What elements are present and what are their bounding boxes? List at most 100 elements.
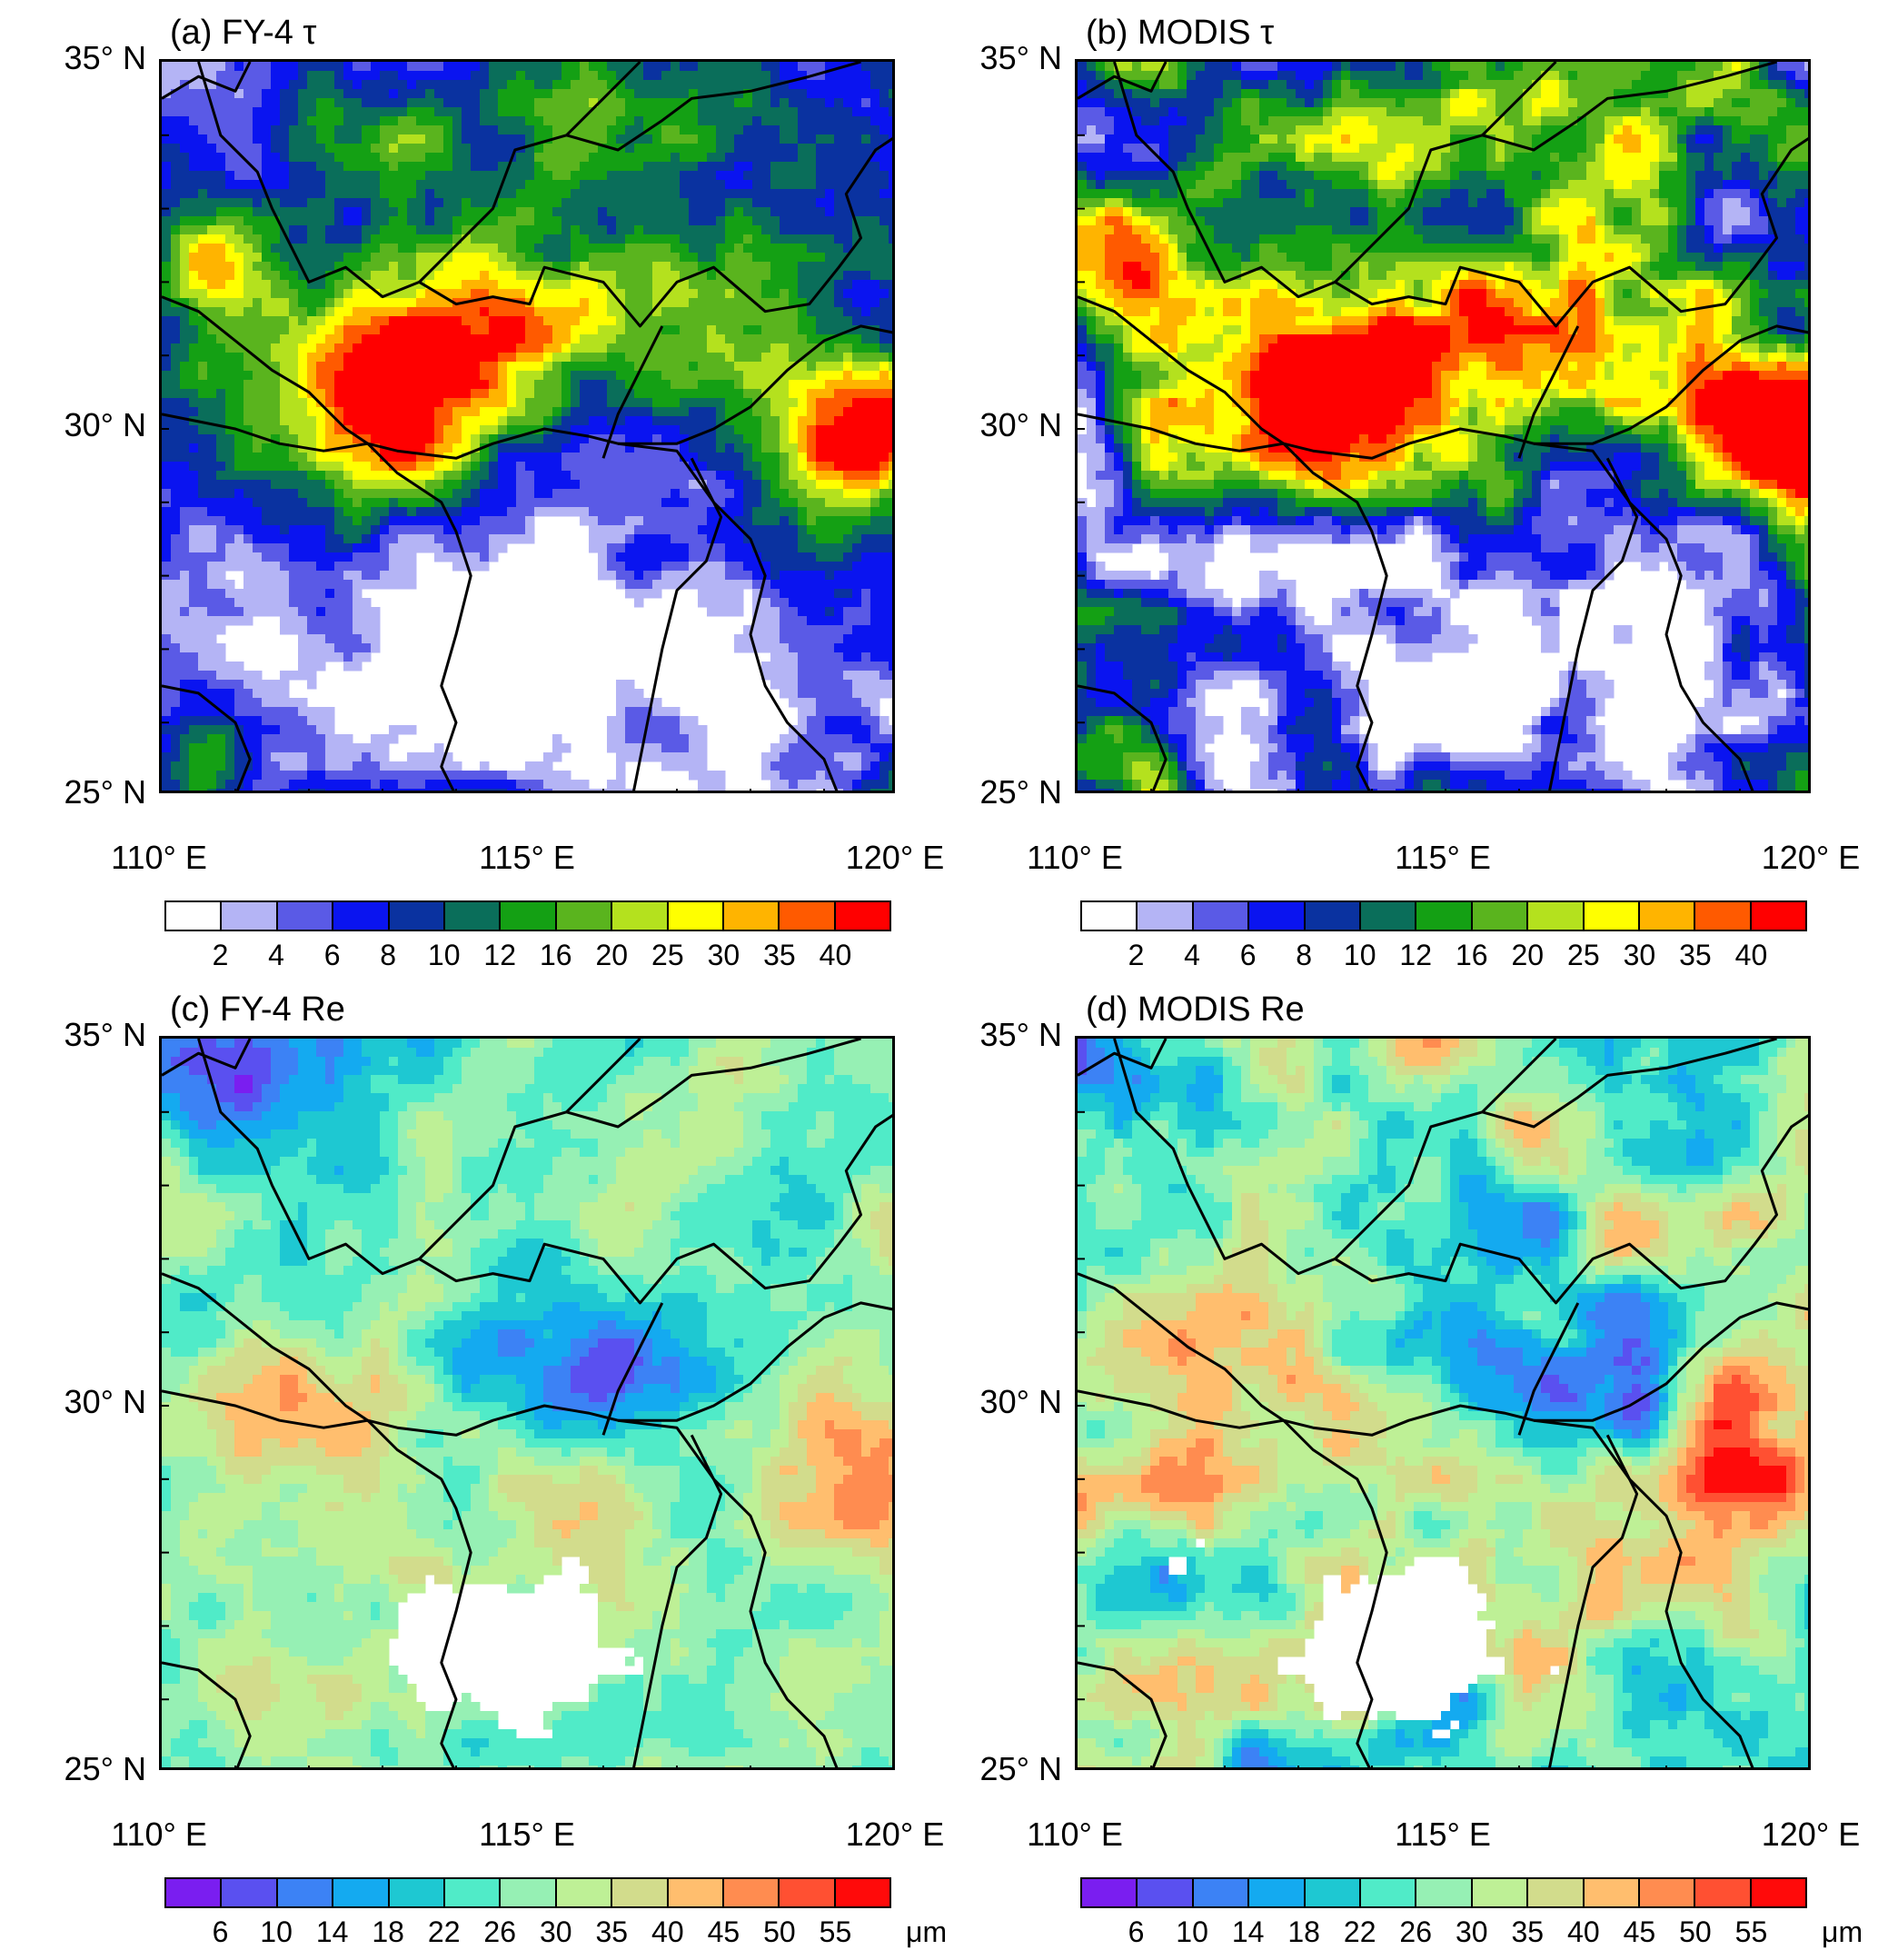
colorbar-box [1639, 902, 1696, 930]
lat-label-25n: 25° N [65, 773, 146, 811]
colorbar-box [780, 902, 836, 930]
colorbar-box [1193, 1879, 1250, 1906]
colorbar-tick-label: 8 [380, 939, 396, 972]
lon-label-120e: 120° E [1762, 839, 1860, 877]
province-boundary [1548, 457, 1639, 791]
colorbar-tick-label: 10 [260, 1915, 293, 1949]
colorbar-unit: μm [1822, 1915, 1863, 1949]
lat-label-25n: 25° N [65, 1750, 146, 1788]
colorbar-box [1751, 902, 1806, 930]
lon-label-120e: 120° E [1762, 1816, 1860, 1854]
colorbar-box [277, 1879, 334, 1906]
colorbar-box [1360, 1879, 1417, 1906]
colorbar-tick-label: 26 [1399, 1915, 1432, 1949]
colorbar-box [723, 1879, 780, 1906]
province-boundary [1078, 1272, 1754, 1767]
lat-label-30n: 30° N [65, 406, 146, 444]
province-boundary [1517, 1302, 1580, 1436]
colorbar-tick-label: 40 [820, 939, 852, 972]
province-boundary [1078, 413, 1388, 791]
lat-label-30n: 30° N [65, 1383, 146, 1421]
colorbar-tick-label: 35 [763, 939, 796, 972]
colorbar-unit: μm [906, 1915, 947, 1949]
colorbar-tick-label: 22 [428, 1915, 461, 1949]
panel-b: (b) MODIS τ 35° N 30° N 25° N 110° E 115… [0, 0, 1878, 971]
colorbar-tick-label: 30 [708, 939, 740, 972]
lon-label-110e: 110° E [1027, 1816, 1123, 1854]
colorbar-tick-label: 10 [428, 939, 461, 972]
colorbar-tick-label: 14 [316, 1915, 349, 1949]
colorbar-tick-label: 35 [596, 1915, 629, 1949]
colorbar-box [333, 1879, 390, 1906]
colorbar-tick-label: 18 [372, 1915, 404, 1949]
province-boundary [197, 1039, 892, 1305]
colorbar-tick-label: 55 [1735, 1915, 1768, 1949]
colorbar-box [444, 902, 502, 930]
colorbar-tick-label: 6 [1240, 939, 1257, 972]
province-boundary [1482, 62, 1777, 152]
colorbar-tick-label: 6 [1128, 1915, 1145, 1949]
colorbar-tick-label: 2 [1128, 939, 1145, 972]
colorbar-tick-label: 40 [1735, 939, 1768, 972]
colorbar-box [1472, 902, 1529, 930]
colorbar-box [166, 902, 223, 930]
colorbar-box [1584, 902, 1640, 930]
colorbar-box [612, 902, 669, 930]
province-boundary [618, 324, 892, 445]
province-boundary [632, 457, 723, 791]
colorbar-box [1416, 902, 1473, 930]
colorbar-box [1751, 1879, 1806, 1906]
province-boundary [1113, 1039, 1808, 1305]
colorbar [164, 1877, 891, 1908]
colorbar-tick-label: 30 [1456, 1915, 1488, 1949]
map-area [1075, 1036, 1811, 1770]
colorbar-tick-label: 12 [483, 939, 516, 972]
province-boundary [1078, 295, 1754, 791]
colorbar-box [723, 902, 780, 930]
lon-label-115e: 115° E [1395, 1816, 1491, 1854]
panel-title: (b) MODIS τ [1086, 14, 1274, 53]
colorbar-box [668, 1879, 724, 1906]
colorbar-box [501, 902, 557, 930]
lat-label-35n: 35° N [65, 1016, 146, 1054]
province-boundary [1078, 1389, 1388, 1767]
province-boundary [618, 1301, 892, 1422]
colorbar-box [166, 1879, 223, 1906]
lon-label-110e: 110° E [111, 1816, 207, 1854]
colorbar-tick-label: 45 [708, 1915, 740, 1949]
colorbar-box [835, 902, 890, 930]
province-boundary [1078, 62, 1168, 100]
colorbar-tick-label: 8 [1296, 939, 1312, 972]
province-boundary [566, 62, 861, 152]
colorbar-tick-label: 40 [1567, 1915, 1600, 1949]
colorbar-box [1249, 902, 1306, 930]
panel-title: (c) FY-4 Re [170, 990, 345, 1030]
province-boundary [1334, 1039, 1557, 1260]
colorbar-tick-label: 40 [651, 1915, 684, 1949]
colorbar-box [612, 1879, 669, 1906]
colorbar-box [1472, 1879, 1529, 1906]
province-boundary [162, 684, 252, 791]
province-boundary [1078, 1661, 1168, 1767]
colorbar-tick-label: 30 [540, 1915, 572, 1949]
map-area [159, 59, 895, 793]
province-boundary [566, 1039, 861, 1129]
colorbar-box [501, 1879, 557, 1906]
colorbar-tick-label: 30 [1624, 939, 1656, 972]
colorbar-box [1193, 902, 1250, 930]
colorbar-tick-label: 45 [1624, 1915, 1656, 1949]
lat-label-25n: 25° N [980, 1750, 1062, 1788]
province-boundary [1534, 1301, 1808, 1422]
colorbar-box [1639, 1879, 1696, 1906]
colorbar-tick-label: 10 [1176, 1915, 1208, 1949]
province-boundary [162, 295, 839, 791]
colorbar-box [1695, 902, 1752, 930]
colorbar-box [1138, 902, 1194, 930]
lat-label-25n: 25° N [980, 773, 1062, 811]
lat-label-35n: 35° N [65, 39, 146, 77]
colorbar-tick-label: 20 [1512, 939, 1545, 972]
colorbar-box [333, 902, 390, 930]
lat-label-30n: 30° N [980, 406, 1062, 444]
